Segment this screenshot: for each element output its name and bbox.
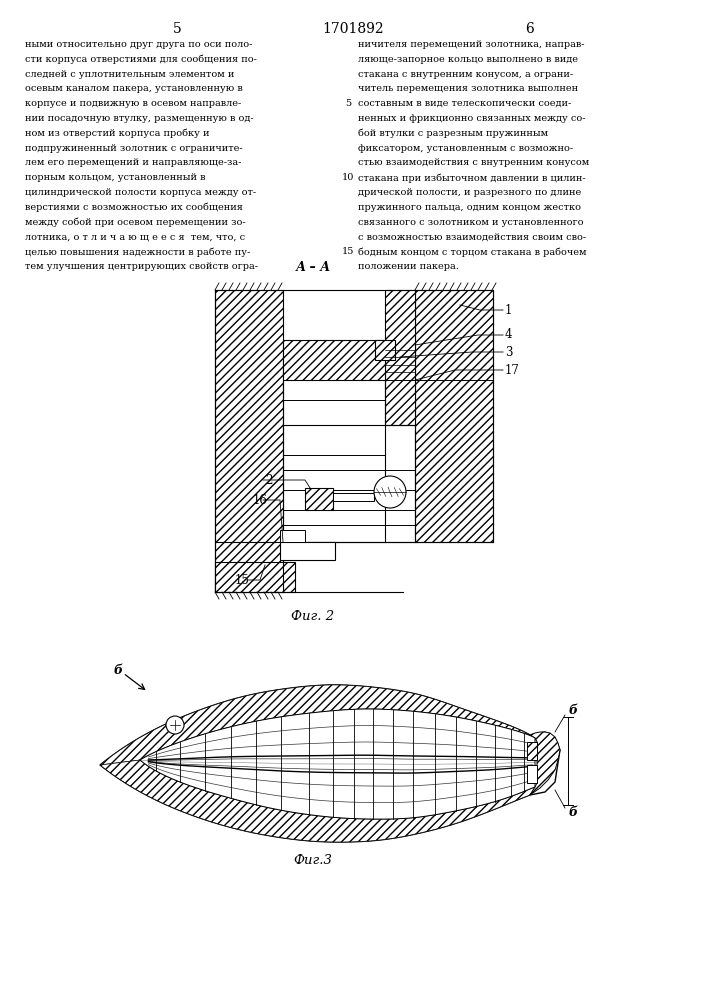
Text: стакана с внутренним конусом, а ограни-: стакана с внутренним конусом, а ограни- — [358, 70, 573, 79]
Circle shape — [374, 476, 406, 508]
Bar — [280, 530, 305, 542]
Text: следней с уплотнительным элементом и: следней с уплотнительным элементом и — [25, 70, 235, 79]
Text: 16: 16 — [253, 493, 268, 506]
Text: 17: 17 — [505, 363, 520, 376]
Polygon shape — [100, 685, 560, 842]
Text: положении пакера.: положении пакера. — [358, 262, 459, 271]
Text: лем его перемещений и направляюще-за-: лем его перемещений и направляюще-за- — [25, 158, 241, 167]
Text: сти корпуса отверстиями для сообщения по-: сти корпуса отверстиями для сообщения по… — [25, 55, 257, 64]
Text: пружинного пальца, одним концом жестко: пружинного пальца, одним концом жестко — [358, 203, 581, 212]
Text: 15: 15 — [341, 247, 354, 256]
Text: 5: 5 — [173, 22, 182, 36]
Text: составным в виде телескопически соеди-: составным в виде телескопически соеди- — [358, 99, 571, 108]
Circle shape — [166, 716, 184, 734]
Text: дрической полости, и разрезного по длине: дрической полости, и разрезного по длине — [358, 188, 581, 197]
Polygon shape — [215, 290, 283, 592]
Text: ничителя перемещений золотника, направ-: ничителя перемещений золотника, направ- — [358, 40, 585, 49]
Text: стью взаимодействия с внутренним конусом: стью взаимодействия с внутренним конусом — [358, 158, 589, 167]
Text: 1: 1 — [505, 304, 513, 316]
Text: подпружиненный золотник с ограничите-: подпружиненный золотник с ограничите- — [25, 144, 243, 153]
Text: 5: 5 — [345, 99, 351, 108]
Text: б: б — [114, 664, 122, 676]
Text: тем улучшения центрирующих свойств огра-: тем улучшения центрирующих свойств огра- — [25, 262, 258, 271]
Text: 1701892: 1701892 — [322, 22, 384, 36]
Text: бой втулки с разрезным пружинным: бой втулки с разрезным пружинным — [358, 129, 548, 138]
Text: связанного с золотником и установленного: связанного с золотником и установленного — [358, 218, 583, 227]
Polygon shape — [100, 685, 535, 765]
Text: верстиями с возможностью их сообщения: верстиями с возможностью их сообщения — [25, 203, 243, 212]
Text: бодным концом с торцом стакана в рабочем: бодным концом с торцом стакана в рабочем — [358, 247, 587, 257]
Text: лотника, о т л и ч а ю щ е е с я  тем, что, с: лотника, о т л и ч а ю щ е е с я тем, чт… — [25, 232, 245, 241]
Text: ляюще-запорное кольцо выполнено в виде: ляюще-запорное кольцо выполнено в виде — [358, 55, 578, 64]
Polygon shape — [530, 732, 560, 795]
Polygon shape — [385, 290, 415, 425]
Text: ном из отверстий корпуса пробку и: ном из отверстий корпуса пробку и — [25, 129, 209, 138]
Text: 15: 15 — [235, 574, 250, 586]
Text: с возможностью взаимодействия своим сво-: с возможностью взаимодействия своим сво- — [358, 232, 586, 241]
Text: ненных и фрикционно связанных между со-: ненных и фрикционно связанных между со- — [358, 114, 585, 123]
Polygon shape — [100, 760, 535, 842]
Text: цилиндрической полости корпуса между от-: цилиндрической полости корпуса между от- — [25, 188, 256, 197]
Text: б: б — [568, 806, 578, 818]
Text: 3: 3 — [505, 346, 513, 359]
Polygon shape — [215, 562, 295, 592]
Text: фиксатором, установленным с возможно-: фиксатором, установленным с возможно- — [358, 144, 573, 153]
Bar — [527, 742, 537, 760]
Bar — [333, 493, 374, 501]
Polygon shape — [283, 340, 385, 380]
Text: между собой при осевом перемещении зо-: между собой при осевом перемещении зо- — [25, 218, 245, 227]
Bar — [280, 542, 335, 560]
Text: стакана при избыточном давлении в цилин-: стакана при избыточном давлении в цилин- — [358, 173, 585, 183]
Polygon shape — [415, 290, 493, 542]
Text: нии посадочную втулку, размещенную в од-: нии посадочную втулку, размещенную в од- — [25, 114, 254, 123]
Text: целью повышения надежности в работе пу-: целью повышения надежности в работе пу- — [25, 247, 250, 257]
Text: А – А: А – А — [296, 261, 331, 274]
Text: ными относительно друг друга по оси поло-: ными относительно друг друга по оси поло… — [25, 40, 252, 49]
Bar — [527, 765, 537, 783]
Text: корпусе и подвижную в осевом направле-: корпусе и подвижную в осевом направле- — [25, 99, 241, 108]
Polygon shape — [140, 709, 535, 819]
Text: осевым каналом пакера, установленную в: осевым каналом пакера, установленную в — [25, 84, 243, 93]
Text: 6: 6 — [525, 22, 534, 36]
Text: порным кольцом, установленный в: порным кольцом, установленный в — [25, 173, 206, 182]
Polygon shape — [375, 340, 395, 360]
Text: читель перемещения золотника выполнен: читель перемещения золотника выполнен — [358, 84, 578, 93]
Text: б: б — [568, 704, 578, 716]
Text: Фиг.3: Фиг.3 — [293, 854, 332, 867]
Text: 10: 10 — [341, 173, 354, 182]
Polygon shape — [305, 488, 333, 510]
Text: 4: 4 — [505, 328, 513, 342]
Text: Фиг. 2: Фиг. 2 — [291, 610, 334, 623]
Text: 2: 2 — [265, 474, 272, 487]
